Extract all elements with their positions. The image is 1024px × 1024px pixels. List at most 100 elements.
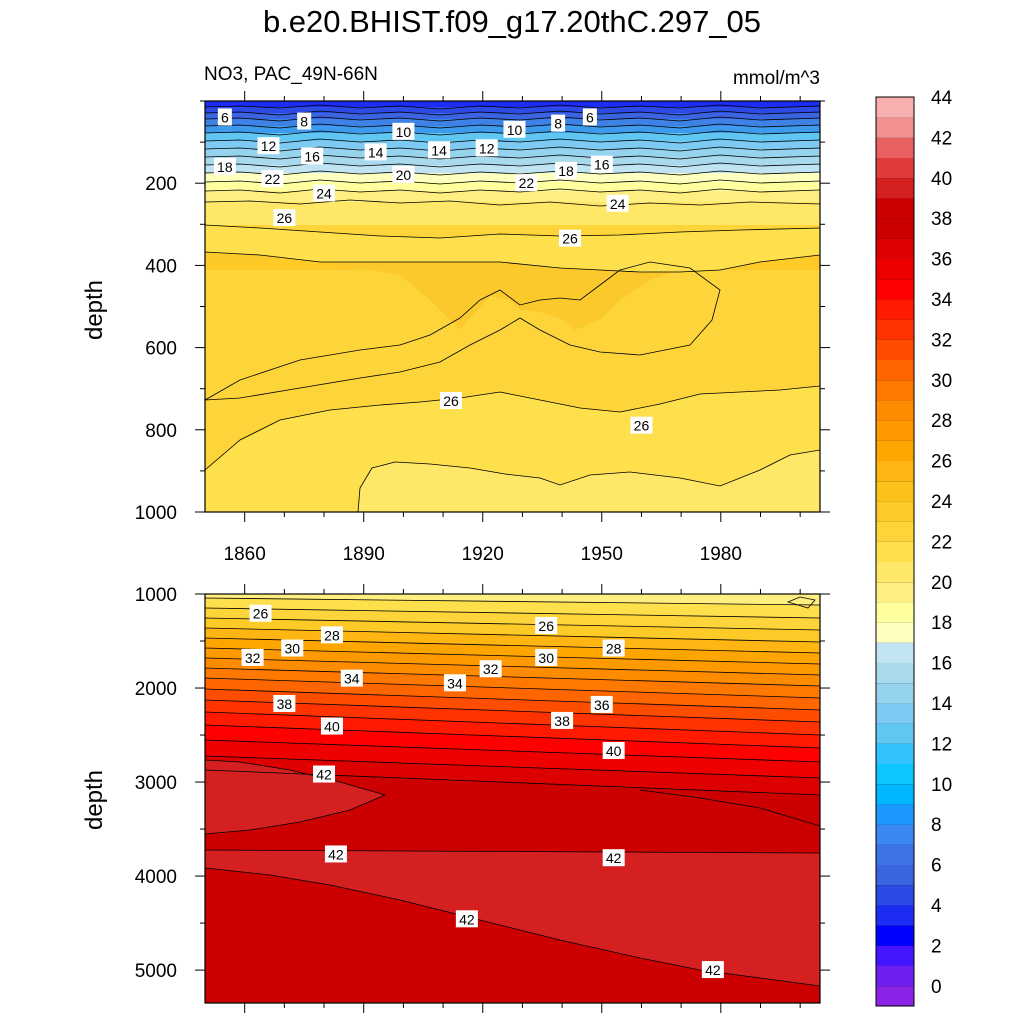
figure-title: b.e20.BHIST.f09_g17.20thC.297_05 xyxy=(262,4,762,39)
contour-label: 14 xyxy=(364,143,387,161)
contour-label-text: 20 xyxy=(396,167,412,183)
colorbar-swatch xyxy=(876,460,914,482)
contour-label: 26 xyxy=(249,604,272,622)
colorbar-swatch xyxy=(876,723,914,744)
colorbar-tick-label: 8 xyxy=(931,815,942,836)
contour-label-text: 10 xyxy=(507,122,523,138)
contour-label-box xyxy=(630,416,653,434)
colorbar-swatch xyxy=(876,379,914,401)
colorbar-tick-label: 6 xyxy=(931,856,942,877)
colorbar-swatch xyxy=(876,137,914,158)
contour-label-box xyxy=(261,170,284,188)
colorbar-swatch xyxy=(876,642,914,663)
contour-label-text: 16 xyxy=(594,157,610,173)
contour-label: 30 xyxy=(535,648,558,666)
contour-label-box xyxy=(535,648,558,666)
upper-panel xyxy=(205,101,820,512)
colorbar-swatch xyxy=(876,783,914,805)
colorbar-swatch xyxy=(876,157,914,179)
y-tick-label: 800 xyxy=(145,421,177,442)
lower-ylabel: depth xyxy=(81,770,108,830)
contour-label: 42 xyxy=(313,765,336,783)
colorbar-swatch xyxy=(876,117,914,138)
y-tick-label: 3000 xyxy=(135,773,177,794)
contour-label-box xyxy=(559,229,582,247)
upper-contour-lines xyxy=(205,104,820,512)
lower-fill-42-wedge-right xyxy=(640,790,820,850)
y-tick-label: 5000 xyxy=(135,961,177,982)
colorbar-swatch xyxy=(876,218,914,239)
colorbar-swatch xyxy=(876,884,914,906)
colorbar-swatch xyxy=(876,238,914,259)
contour-label: 34 xyxy=(443,674,466,692)
colorbar-tick-label: 14 xyxy=(931,694,953,715)
upper-band-17 xyxy=(205,140,820,149)
upper-axes: 1860 1890 1920 1950 1980 200 400 600 800 1000 xyxy=(135,91,830,565)
x-tick-label: 1920 xyxy=(462,544,504,565)
contour-label: 26 xyxy=(559,229,582,247)
contour-label-text: 6 xyxy=(586,109,594,125)
contour-label-box xyxy=(503,120,526,138)
contour-label-text: 38 xyxy=(277,696,293,712)
colorbar-tick-label: 32 xyxy=(931,330,952,351)
colorbar-tick-label: 42 xyxy=(931,128,952,149)
contour-label-box xyxy=(320,717,343,735)
colorbar-swatch xyxy=(876,662,914,684)
colorbar-tick-label: 16 xyxy=(931,654,952,675)
contour-label: 38 xyxy=(551,711,574,729)
lower-band-32 xyxy=(205,658,820,686)
colorbar-swatch xyxy=(876,804,914,825)
contour-label-box xyxy=(324,845,347,863)
colorbar-tick-label: 10 xyxy=(931,775,952,796)
upper-band-8 xyxy=(205,106,820,113)
colorbar-tick-label: 36 xyxy=(931,250,952,271)
contour-label-text: 18 xyxy=(558,163,574,179)
lower-band-31 xyxy=(205,648,820,675)
colorbar-swatch xyxy=(876,339,914,360)
colorbar-swatch xyxy=(876,561,914,583)
colorbar-swatch xyxy=(876,581,914,603)
contour-label: 32 xyxy=(241,648,264,666)
contour-label-box xyxy=(273,695,296,713)
lower-band-26 xyxy=(205,598,820,618)
panel-subtitle-variable: NO3, PAC_49N-66N xyxy=(204,64,378,85)
contour-label: 26 xyxy=(440,392,462,410)
colorbar-tick-label: 4 xyxy=(931,896,942,917)
contour-label-text: 16 xyxy=(304,148,320,164)
contour-label-text: 42 xyxy=(606,850,622,866)
contour-label-box xyxy=(602,742,625,760)
contour-label-text: 24 xyxy=(316,185,332,201)
colorbar-swatch xyxy=(876,541,914,562)
colorbar-swatch xyxy=(876,97,914,118)
x-tick-label: 1860 xyxy=(224,544,266,565)
colorbar-tick-label: 24 xyxy=(931,492,953,513)
contour-label: 10 xyxy=(503,120,526,138)
contour-label-text: 14 xyxy=(431,142,447,158)
contour-label: 26 xyxy=(273,209,296,227)
contour-label-box xyxy=(273,209,296,227)
upper-contour-labels: 6 8 10 10 8 6 12 14 14 12 16 16 18 18 20 22 22 24 24 26 26 26… xyxy=(213,108,653,434)
contour-label-box xyxy=(551,711,574,729)
contour-label-text: 14 xyxy=(368,144,384,160)
lower-band-38 xyxy=(205,725,820,762)
contour-label: 6 xyxy=(582,108,597,126)
contour-label: 24 xyxy=(606,194,629,212)
colorbar-swatch xyxy=(876,198,914,219)
contour-label-text: 28 xyxy=(324,627,340,643)
contour-label: 8 xyxy=(551,114,566,132)
lower-contour-labels: 26 26 28 28 30 30 32 32 34 34 36 38 38 40 40 42 42 42 42 42 xyxy=(241,604,724,979)
contour-label-box xyxy=(443,674,466,692)
contour-label-box xyxy=(551,114,566,132)
colorbar-tick-label: 18 xyxy=(931,613,952,634)
contour-label-text: 34 xyxy=(344,671,360,687)
contour-label: 26 xyxy=(535,616,558,634)
colorbar-swatch xyxy=(876,965,914,987)
contour-label-box xyxy=(281,639,304,657)
colorbar-tick-label: 38 xyxy=(931,209,952,230)
lower-plot-frame xyxy=(204,593,821,1004)
lower-band-39 xyxy=(205,740,820,778)
contour-label-box xyxy=(535,616,558,634)
lower-band-35 xyxy=(205,689,820,722)
contour-label-box xyxy=(392,122,415,140)
